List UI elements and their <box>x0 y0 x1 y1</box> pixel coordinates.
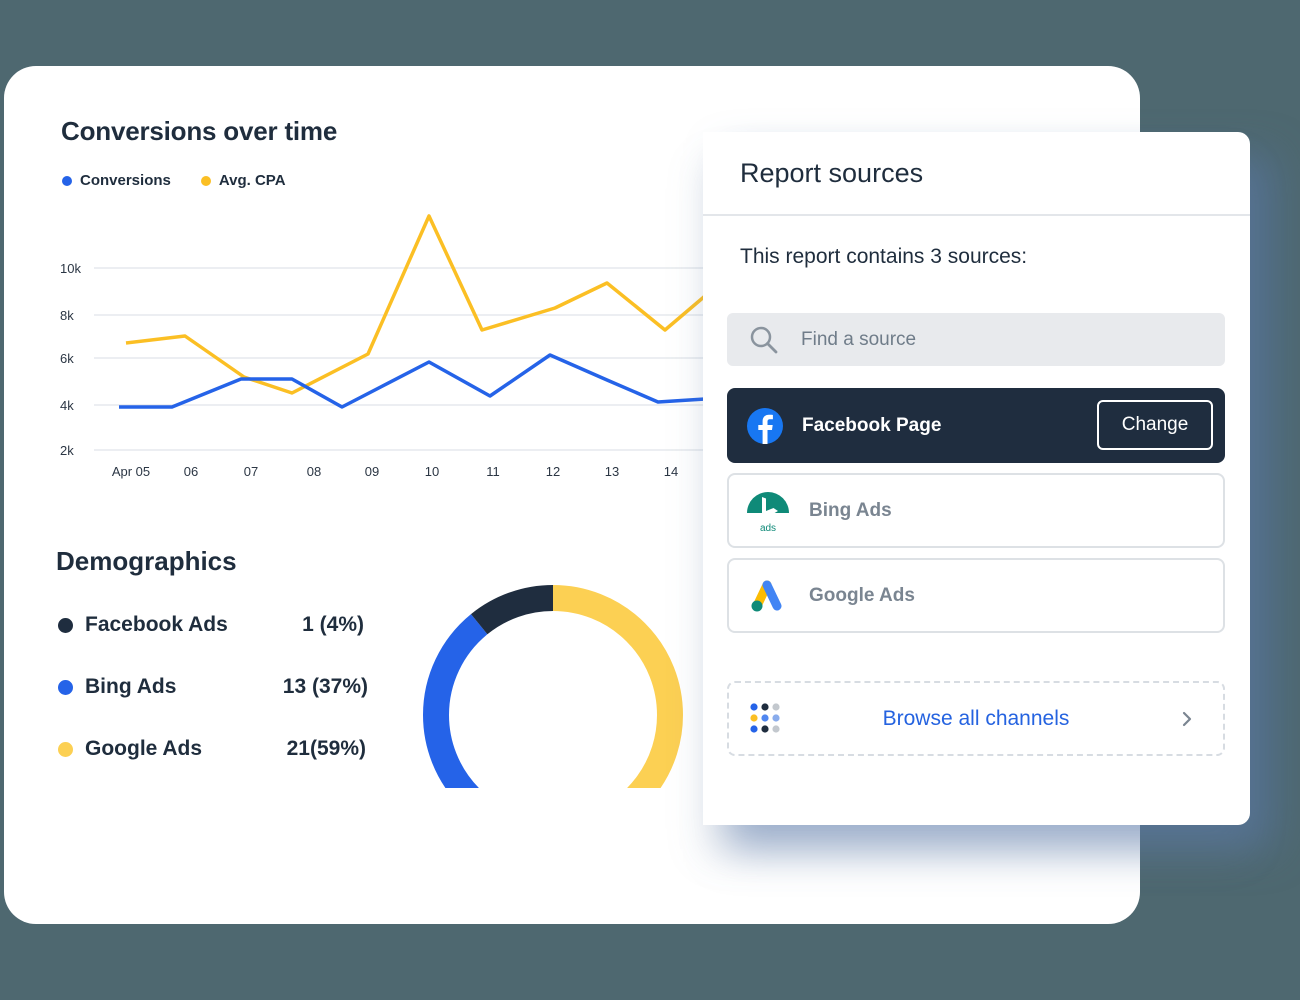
chevron-right-icon <box>1182 711 1192 727</box>
svg-text:11: 11 <box>486 464 500 479</box>
svg-text:12: 12 <box>546 464 560 479</box>
browse-all-channels-label: Browse all channels <box>882 707 1070 730</box>
legend-dot-icon <box>62 175 72 186</box>
chart-title: Conversions over time <box>61 116 338 146</box>
svg-text:14: 14 <box>664 464 678 479</box>
donut-chart <box>423 585 683 788</box>
svg-text:08: 08 <box>307 464 321 479</box>
svg-text:06: 06 <box>184 464 198 479</box>
svg-text:09: 09 <box>365 464 379 479</box>
svg-text:07: 07 <box>244 464 258 479</box>
svg-text:2k: 2k <box>60 443 74 458</box>
svg-text:4k: 4k <box>60 398 74 413</box>
svg-text:10k: 10k <box>60 261 81 276</box>
donut-segment-bing <box>423 585 683 788</box>
demographics-item-bing: Bing Ads 13 (37%) <box>58 656 378 718</box>
demographics-legend: Facebook Ads 1 (4%) Bing Ads 13 (37%) Go… <box>58 613 378 780</box>
chart-legend: Conversions Avg. CPA <box>62 172 286 189</box>
panel-title: Report sources <box>740 158 924 188</box>
source-item-google-ads[interactable]: Google Ads <box>727 558 1225 633</box>
source-label: Facebook Page <box>802 414 942 436</box>
legend-label: Avg. CPA <box>218 172 286 189</box>
change-source-button[interactable]: Change <box>1097 400 1213 450</box>
source-label: Bing Ads <box>809 499 892 521</box>
source-label: Google Ads <box>809 584 915 606</box>
sources-count-text: This report contains 3 sources: <box>740 245 1028 268</box>
browse-all-channels-button[interactable]: Browse all channels <box>727 681 1225 756</box>
demographics-value: 1 (4%) <box>302 613 364 636</box>
demographics-label: Facebook Ads <box>85 613 228 636</box>
demographics-item-google: Google Ads 21(59%) <box>58 718 378 780</box>
search-box[interactable] <box>727 313 1225 366</box>
bing-ads-icon: ads <box>747 492 789 534</box>
facebook-icon <box>747 407 783 444</box>
donut-segment-facebook <box>423 585 683 788</box>
demographics-value: 21(59%) <box>286 737 366 760</box>
svg-text:8k: 8k <box>60 308 74 323</box>
dot-icon <box>58 741 73 757</box>
demographics-item-facebook: Facebook Ads 1 (4%) <box>58 594 378 656</box>
gridlines <box>94 267 705 451</box>
svg-text:Apr 05: Apr 05 <box>112 464 150 479</box>
svg-text:13: 13 <box>605 464 619 479</box>
legend-item-conversions[interactable]: Conversions <box>62 172 171 189</box>
svg-text:ads: ads <box>760 523 776 534</box>
legend-item-avg-cpa[interactable]: Avg. CPA <box>200 172 286 189</box>
source-item-bing-ads[interactable]: ads Bing Ads <box>727 473 1225 548</box>
search-icon <box>750 326 778 353</box>
search-input[interactable] <box>801 328 1181 351</box>
demographics-label: Google Ads <box>85 737 203 760</box>
y-axis-labels: 10k 8k 6k 4k 2k <box>60 261 81 458</box>
google-ads-icon <box>751 580 782 611</box>
legend-dot-icon <box>200 175 211 186</box>
report-sources-panel: Report sources This report contains 3 so… <box>703 132 1250 825</box>
dot-icon <box>58 617 73 633</box>
channels-grid-icon <box>750 703 780 733</box>
source-item-facebook-page[interactable]: Facebook Page Change <box>727 388 1225 463</box>
line-chart: 10k 8k 6k 4k 2k Apr 05 06 07 08 09 10 11… <box>60 214 707 479</box>
divider <box>703 214 1250 216</box>
x-axis-labels: Apr 05 06 07 08 09 10 11 12 13 14 <box>112 464 678 479</box>
demographics-label: Bing Ads <box>85 675 177 698</box>
legend-label: Conversions <box>80 172 171 189</box>
svg-text:6k: 6k <box>60 351 74 366</box>
avg-cpa-line <box>125 214 707 395</box>
conversions-line <box>119 353 706 409</box>
svg-text:10: 10 <box>425 464 439 479</box>
demographics-title: Demographics <box>56 546 237 576</box>
demographics-value: 13 (37%) <box>282 675 368 698</box>
dot-icon <box>58 679 73 695</box>
